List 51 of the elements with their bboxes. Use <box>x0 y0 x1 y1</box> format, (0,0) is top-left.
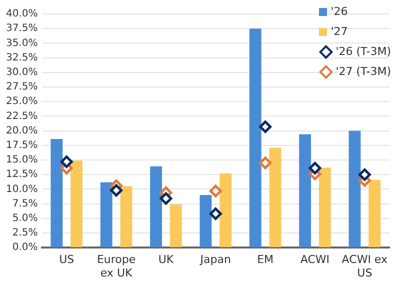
y-tick-label: 17.5% <box>6 140 38 151</box>
y-tick-label: 30.0% <box>6 66 38 78</box>
legend-label: '26 <box>330 4 348 20</box>
y-tick-label: 12.5% <box>6 169 38 180</box>
bar <box>318 168 331 248</box>
x-tick-label: UK <box>158 253 174 266</box>
x-tick-label: ACWI <box>300 253 330 266</box>
legend-label: '26 (T-3M) <box>336 44 391 60</box>
point <box>259 156 272 170</box>
bar <box>150 166 162 248</box>
point <box>160 192 172 205</box>
point <box>60 156 73 168</box>
bar <box>170 204 182 248</box>
y-tick-label: 25.0% <box>6 96 38 108</box>
bar <box>120 186 132 248</box>
y-tick-label: 15.0% <box>6 154 38 166</box>
x-tick-label: Japan <box>199 253 231 266</box>
bar <box>50 138 63 248</box>
y-tick-label: 37.5% <box>6 23 38 34</box>
y-tick-label: 20.0% <box>6 125 38 136</box>
y-tick-label: 7.5% <box>12 198 38 210</box>
point <box>209 184 222 198</box>
bar <box>200 195 212 248</box>
y-tick-label: 27.5% <box>6 82 38 93</box>
y-tick-label: 22.5% <box>6 110 38 122</box>
y-tick-label: 10.0% <box>6 184 38 195</box>
x-tick-label: Europe ex UK <box>96 253 136 280</box>
x-tick-label: US <box>59 253 74 266</box>
point <box>358 168 371 181</box>
y-tick-label: 2.5% <box>12 228 38 239</box>
x-tick-label: EM <box>257 253 274 266</box>
bar <box>269 148 282 248</box>
bar <box>220 173 232 248</box>
point <box>259 120 272 133</box>
point <box>110 184 123 197</box>
y-tick-label: 0.0% <box>12 242 38 254</box>
bar <box>348 130 361 248</box>
point <box>308 162 322 174</box>
bar <box>249 28 262 248</box>
y-tick-label: 32.5% <box>6 52 38 64</box>
bar <box>368 180 381 248</box>
y-tick-label: 5.0% <box>12 212 38 224</box>
bar <box>299 134 312 248</box>
x-tick-label: ACWI ex US <box>342 253 388 280</box>
legend-label: '27 (T-3M) <box>336 64 391 80</box>
bar <box>70 160 82 248</box>
point <box>209 207 222 220</box>
y-tick-label: 35.0% <box>6 38 38 49</box>
bar <box>100 182 112 248</box>
legend-label: '27 <box>330 24 348 40</box>
y-tick-label: 40.0% <box>6 8 38 20</box>
